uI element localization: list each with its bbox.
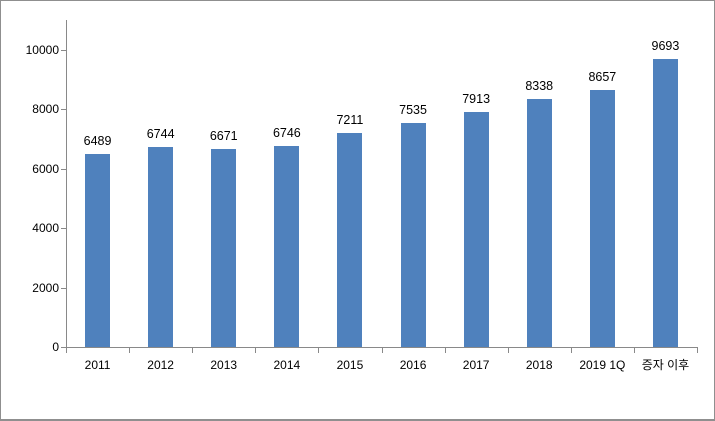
x-tick	[697, 348, 698, 353]
y-tick	[61, 287, 66, 289]
x-tick-label: 2016	[399, 358, 427, 372]
x-tick	[192, 348, 193, 353]
x-tick	[634, 348, 635, 353]
x-tick-label: 2012	[147, 358, 174, 372]
y-tick	[61, 168, 66, 170]
y-tick-label: 8000	[32, 102, 59, 117]
x-tick	[318, 348, 319, 353]
bar-value-label: 9693	[651, 38, 680, 53]
bar-value-label: 7913	[462, 91, 491, 106]
y-tick-label: 10000	[25, 42, 59, 57]
x-tick-label: 2018	[525, 358, 553, 372]
x-tick	[129, 348, 130, 353]
x-tick-label: 증자 이후	[641, 358, 690, 372]
bar	[211, 148, 237, 347]
y-tick-label: 0	[52, 340, 59, 354]
x-tick	[255, 348, 256, 353]
bar	[400, 123, 426, 347]
x-tick	[66, 348, 67, 353]
y-tick-label: 4000	[32, 221, 59, 236]
y-tick	[61, 228, 66, 230]
x-tick	[382, 348, 383, 353]
bar-value-label: 6489	[83, 134, 112, 149]
bar-value-label: 6671	[209, 128, 238, 143]
bar	[463, 111, 489, 347]
x-tick-label: 2017	[462, 358, 490, 372]
bar-value-label: 6746	[272, 126, 301, 141]
x-tick	[571, 348, 572, 353]
x-tick-label: 2015	[336, 358, 364, 372]
bar-value-label: 7535	[399, 103, 427, 117]
x-tick-label: 2013	[210, 358, 238, 372]
bar-value-label: 8338	[525, 79, 554, 94]
x-tick-label: 2014	[273, 358, 301, 372]
bar-value-label: 6744	[146, 126, 175, 141]
y-tick	[61, 109, 66, 111]
x-tick	[508, 348, 509, 353]
y-tick-label: 6000	[32, 161, 59, 176]
y-tick-label: 2000	[32, 280, 59, 295]
y-axis-line	[66, 20, 67, 348]
bar	[526, 99, 552, 347]
y-tick	[61, 49, 66, 51]
bar-value-label: 8657	[588, 69, 617, 84]
x-tick	[445, 348, 446, 353]
bar	[589, 89, 615, 347]
bar-value-label: 7211	[336, 112, 364, 127]
x-tick-label: 2019 1Q	[579, 358, 626, 372]
x-axis-line	[66, 347, 698, 348]
bar	[148, 146, 174, 347]
bar	[274, 146, 300, 347]
x-tick-label: 2011	[84, 358, 111, 372]
bar	[652, 58, 678, 347]
bar	[85, 154, 111, 347]
bar	[337, 132, 363, 347]
y-tick	[61, 347, 66, 348]
